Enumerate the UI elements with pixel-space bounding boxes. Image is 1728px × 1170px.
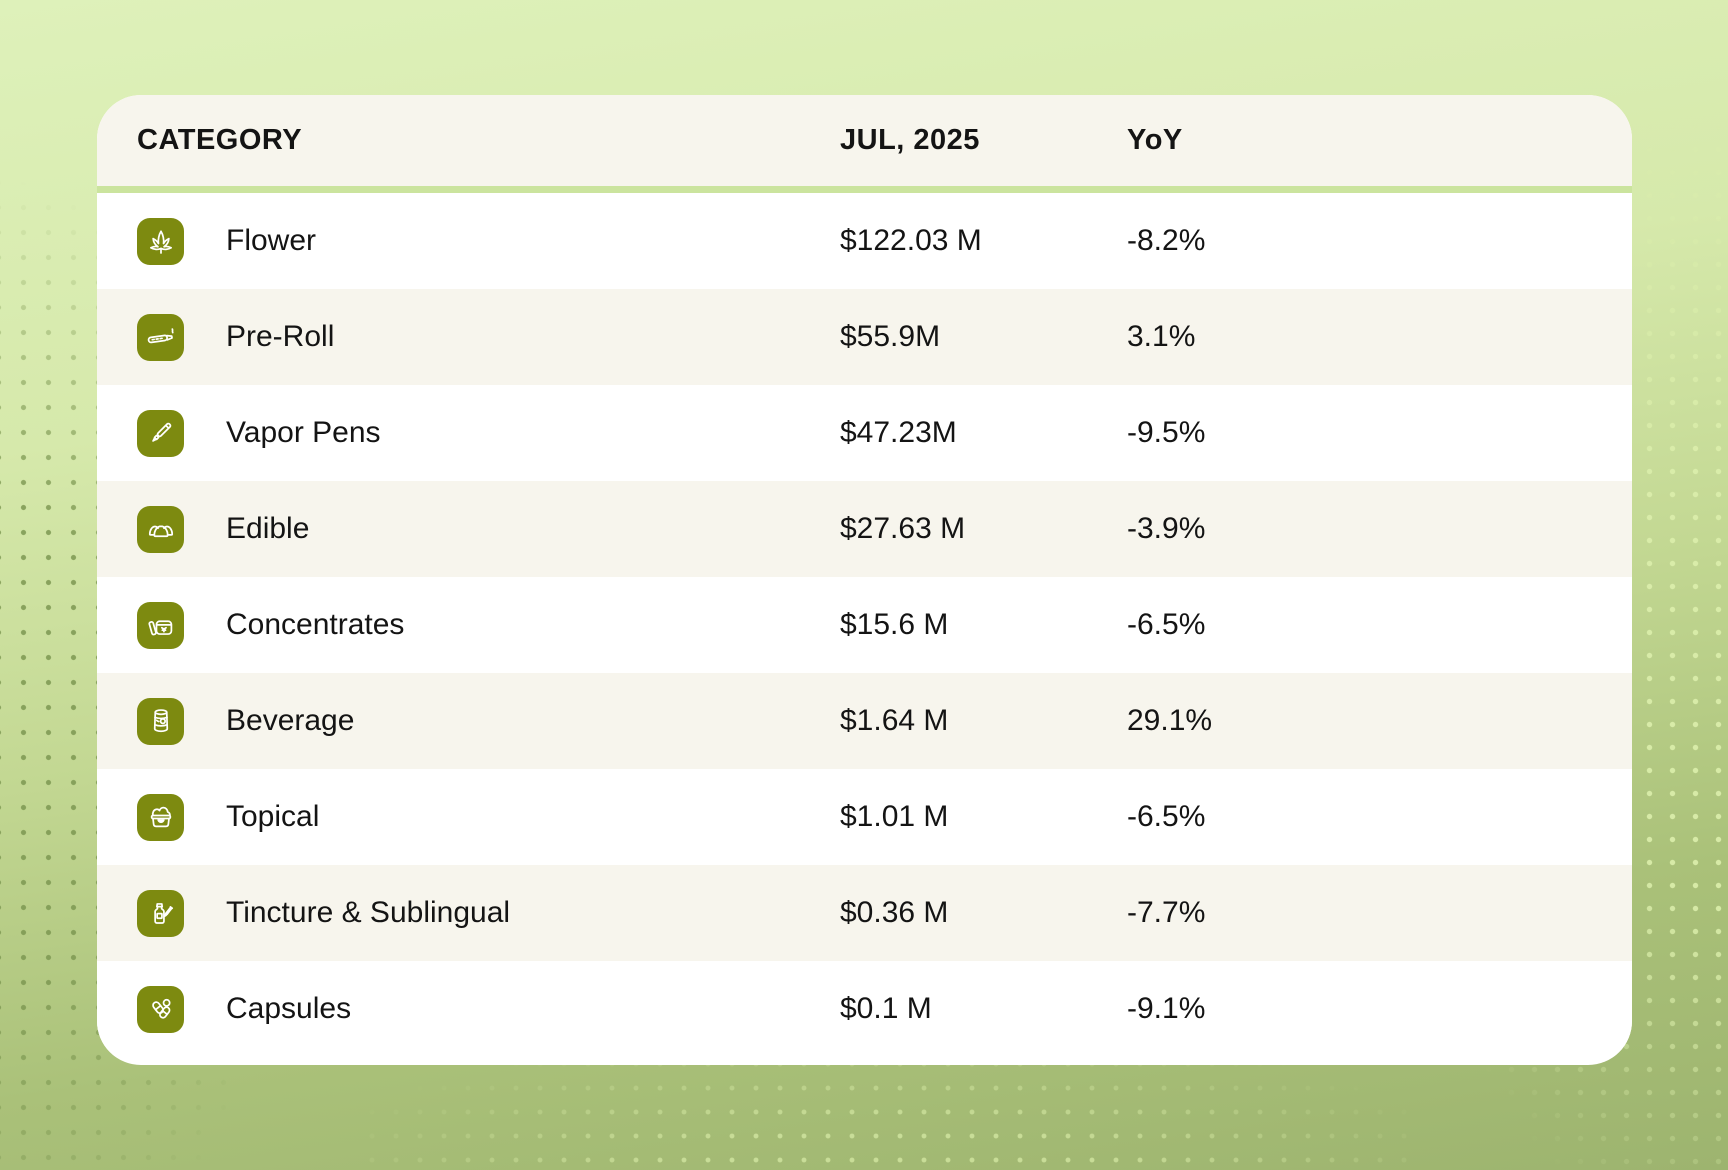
category-cell: Vapor Pens bbox=[137, 409, 840, 457]
yoy-value: -3.9% bbox=[1127, 512, 1206, 545]
category-cell: Capsules bbox=[137, 985, 840, 1033]
category-cell: Topical bbox=[137, 793, 840, 841]
preroll-icon bbox=[137, 313, 184, 361]
column-header-yoy: YoY bbox=[1127, 124, 1183, 156]
table-row: Topical $1.01 M -6.5% bbox=[97, 769, 1632, 865]
category-cell: Flower bbox=[137, 217, 840, 265]
category-label: Capsules bbox=[226, 992, 352, 1025]
table-row: Pre-Roll $55.9M 3.1% bbox=[97, 289, 1632, 385]
yoy-value: -9.1% bbox=[1127, 992, 1206, 1025]
category-label: Tincture & Sublingual bbox=[226, 896, 511, 929]
category-label: Topical bbox=[226, 800, 320, 833]
yoy-value: -6.5% bbox=[1127, 608, 1206, 641]
column-header-category: CATEGORY bbox=[137, 124, 303, 156]
table-body: Flower $122.03 M -8.2% Pre-Roll $55.9M 3… bbox=[97, 193, 1632, 1057]
category-label: Concentrates bbox=[226, 608, 405, 641]
tincture-icon bbox=[137, 889, 184, 937]
category-label: Edible bbox=[226, 512, 310, 545]
category-label: Beverage bbox=[226, 704, 355, 737]
edible-icon bbox=[137, 505, 184, 553]
beverage-icon bbox=[137, 697, 184, 745]
table-row: Concentrates $15.6 M -6.5% bbox=[97, 577, 1632, 673]
category-cell: Concentrates bbox=[137, 601, 840, 649]
table-row: Tincture & Sublingual $0.36 M -7.7% bbox=[97, 865, 1632, 961]
yoy-value: -8.2% bbox=[1127, 224, 1206, 257]
table-row: Beverage $1.64 M 29.1% bbox=[97, 673, 1632, 769]
table-row: Edible $27.63 M -3.9% bbox=[97, 481, 1632, 577]
concentrates-icon bbox=[137, 601, 184, 649]
category-cell: Pre-Roll bbox=[137, 313, 840, 361]
sales-value: $0.1 M bbox=[840, 992, 932, 1025]
yoy-value: 29.1% bbox=[1127, 704, 1213, 737]
category-cell: Edible bbox=[137, 505, 840, 553]
category-label: Pre-Roll bbox=[226, 320, 335, 353]
category-label: Vapor Pens bbox=[226, 416, 381, 449]
category-label: Flower bbox=[226, 224, 317, 257]
sales-value: $27.63 M bbox=[840, 512, 966, 545]
sales-value: $47.23M bbox=[840, 416, 957, 449]
flower-icon bbox=[137, 217, 184, 265]
category-cell: Beverage bbox=[137, 697, 840, 745]
table-row: Flower $122.03 M -8.2% bbox=[97, 193, 1632, 289]
yoy-value: 3.1% bbox=[1127, 320, 1196, 353]
sales-value: $1.01 M bbox=[840, 800, 949, 833]
sales-value: $15.6 M bbox=[840, 608, 949, 641]
yoy-value: -6.5% bbox=[1127, 800, 1206, 833]
topical-icon bbox=[137, 793, 184, 841]
table-header-row: CATEGORY JUL, 2025 YoY bbox=[97, 95, 1632, 193]
table-row: Capsules $0.1 M -9.1% bbox=[97, 961, 1632, 1057]
category-cell: Tincture & Sublingual bbox=[137, 889, 840, 937]
sales-value: $0.36 M bbox=[840, 896, 949, 929]
table-row: Vapor Pens $47.23M -9.5% bbox=[97, 385, 1632, 481]
yoy-value: -7.7% bbox=[1127, 896, 1206, 929]
vapor-pen-icon bbox=[137, 409, 184, 457]
sales-value: $1.64 M bbox=[840, 704, 949, 737]
capsules-icon bbox=[137, 985, 184, 1033]
sales-value: $55.9M bbox=[840, 320, 941, 353]
column-header-month: JUL, 2025 bbox=[840, 124, 980, 156]
yoy-value: -9.5% bbox=[1127, 416, 1206, 449]
sales-value: $122.03 M bbox=[840, 224, 982, 257]
category-sales-table-card: CATEGORY JUL, 2025 YoY Flower $122.03 M … bbox=[97, 95, 1632, 1065]
